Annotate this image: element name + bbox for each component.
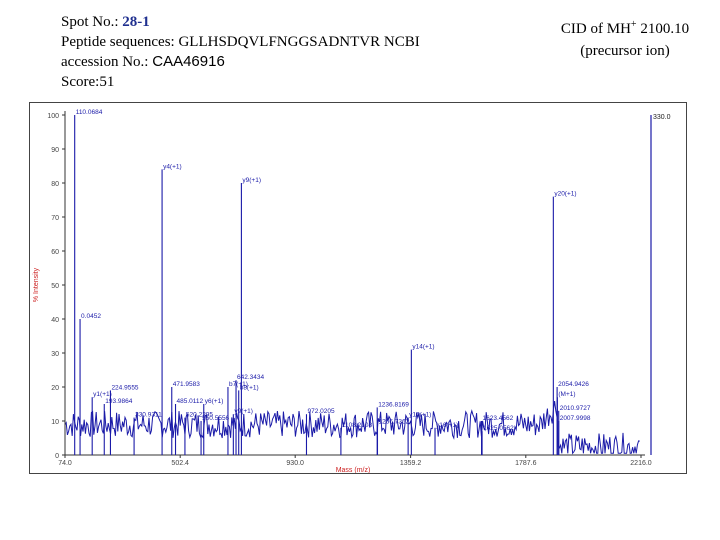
accession-line: accession No.: CAA46916: [61, 52, 420, 72]
peak-label: 2054.9426: [558, 381, 589, 388]
peptide-line: Peptide sequences: GLLHSDQVLFNGGSADNTVR …: [61, 34, 420, 50]
cid-sup: +: [630, 19, 637, 30]
y-tick-label: 40: [51, 317, 59, 324]
peak-label: 1108.2108: [342, 422, 373, 429]
x-tick-label: 502.4: [171, 460, 189, 467]
peak-label: 2007.9998: [560, 415, 591, 422]
peak-label: y1(+1): [93, 391, 112, 398]
cid-line: CID of MH+ 2100.10: [540, 14, 710, 40]
peak-label: 1625.0562: [483, 425, 514, 432]
score-line: Score:51: [61, 74, 115, 90]
peak-label: 110.0684: [76, 109, 103, 116]
peak-label: (M+1): [558, 391, 575, 398]
y-tick-label: 50: [51, 283, 59, 290]
x-tick-label: 74.0: [58, 460, 72, 467]
spectrum-noise-trace: [64, 401, 640, 455]
peak-label: 2010.9727: [560, 405, 591, 412]
peak-label: 330.9311: [135, 412, 162, 419]
peak-label: 520.2295: [186, 412, 213, 419]
peak-label: 193.9864: [105, 398, 132, 405]
y-axis-title: % Intensity: [33, 267, 40, 302]
peak-label: y16(+1): [436, 422, 458, 429]
peak-label: 1266.7362: [378, 418, 409, 425]
x-axis-title: Mass (m/z): [336, 467, 371, 473]
spot-info: Spot No.: 28-1 Peptide sequences: GLLHSD…: [61, 12, 420, 92]
peak-label: 1623.4562: [483, 415, 514, 422]
cid-value: 2100.10: [636, 21, 690, 37]
peak-label: 485.0112: [177, 398, 204, 405]
peak-label: y14(+1): [412, 344, 434, 351]
y-tick-label: 20: [51, 385, 59, 392]
y-tick-label: 10: [51, 419, 59, 426]
y-tick-label: 90: [51, 147, 59, 154]
peak-label: y20(+1): [554, 191, 576, 198]
peak-label: b8(+1): [240, 384, 259, 391]
y-tick-label: 80: [51, 181, 59, 188]
max-intensity-label: 330.0: [653, 114, 671, 121]
peak-label: y15(+1): [409, 412, 431, 419]
peak-label: 471.9583: [173, 381, 200, 388]
y-tick-label: 60: [51, 249, 59, 256]
x-tick-label: 930.0: [286, 460, 304, 467]
x-tick-label: 2216.0: [630, 460, 652, 467]
spectrum-svg: 0 10 20 30 40 50 60 70 80 90 100 74.0 502.4 930.0 1359…: [33, 109, 671, 474]
peak-label: 550.5556: [202, 415, 229, 422]
spectrum-chart: 0 10 20 30 40 50 60 70 80 90 100 74.0 502.4 930.0 1359…: [29, 102, 687, 474]
x-tick-label: 1359.2: [400, 460, 422, 467]
x-tick-label: 1787.6: [515, 460, 537, 467]
accession-value: CAA46916: [152, 53, 225, 70]
peak-label: y9(+1): [242, 177, 261, 184]
y-tick-label: 70: [51, 215, 59, 222]
cid-info: CID of MH+ 2100.10 (precursor ion): [540, 14, 710, 62]
y-tick-label: 100: [47, 113, 59, 120]
peak-label: 1236.8169: [378, 401, 409, 408]
cid-sub: (precursor ion): [580, 43, 670, 59]
y-tick-label: 0: [55, 453, 59, 460]
peak-label: 224.9555: [111, 384, 138, 391]
cid-prefix: CID of MH: [560, 21, 631, 37]
spot-label: Spot No.:: [61, 14, 123, 30]
spot-line: Spot No.: 28-1: [61, 12, 420, 32]
spot-value: 28-1: [122, 14, 150, 30]
peak-label: 972.0205: [307, 408, 334, 415]
accession-label: accession No.:: [61, 54, 153, 70]
peak-label: y9(+1): [234, 408, 253, 415]
peak-label: y4(+1): [163, 163, 182, 170]
y-tick-label: 30: [51, 351, 59, 358]
peak-label: b7(+1): [229, 381, 248, 388]
peak-label: 0.0452: [81, 313, 101, 320]
peak-label: y6(+1): [205, 398, 224, 405]
peak-label: 642.3434: [237, 374, 264, 381]
